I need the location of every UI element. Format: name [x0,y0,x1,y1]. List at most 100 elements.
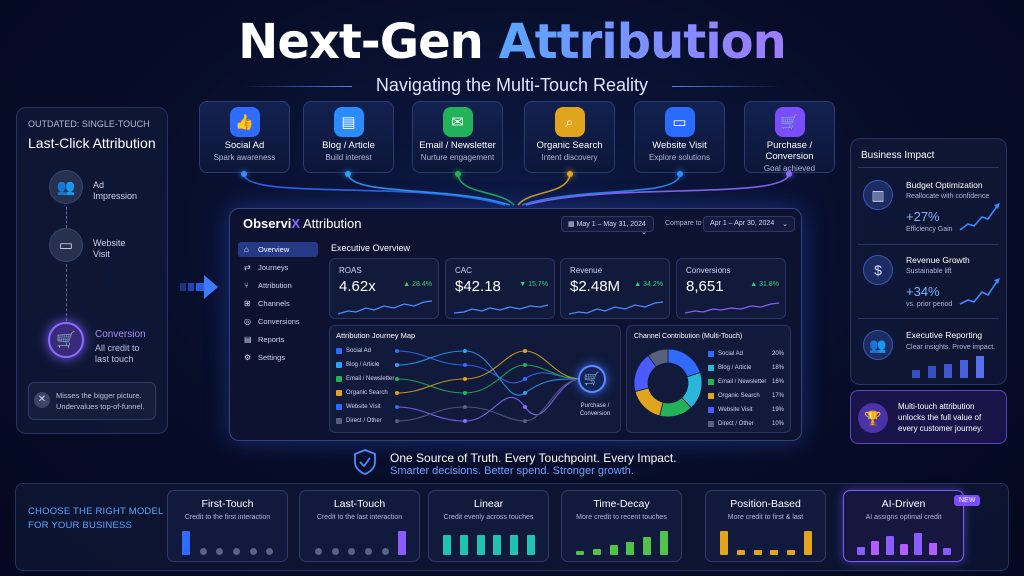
impact-sub: Reallocate with confidence [906,193,990,200]
touchpoint-name: Social Ad [224,140,265,151]
users-icon: 👥 [49,170,83,204]
divider [858,244,999,245]
journeys-icon: ⇄ [244,263,251,272]
touchpoint-name: Email / Newsletter [419,140,496,151]
legend-percent: 20% [771,351,784,357]
nav-label: Attribution [258,281,292,290]
warning-text: Misses the bigger picture. Undervalues t… [56,391,145,411]
touchpoint-organic-search[interactable]: ⌕ Organic Search Intent discovery [524,101,615,173]
touchpoint-sub: Intent discovery [541,153,598,162]
calendar-icon: ▦ [568,221,577,228]
chevron-down-icon: ⌄ [782,221,788,228]
step-connector [66,207,67,228]
date-range-select[interactable]: ▦ May 1 – May 31, 2024 ⌄ [561,216,654,236]
model-credit-bar [885,535,894,555]
model-credit-bar [626,541,635,555]
touchpoint-blog-article[interactable]: ▤ Blog / Article Build interest [303,101,394,173]
kpi-sparkline [569,301,663,315]
touchpoint-purchase-conversion[interactable]: 🛒 Purchase / Conversion Goal achieved [744,101,835,173]
model-card-ai-driven[interactable]: AI-Driven AI assigns optimal credit [843,490,964,562]
donut-slice-direct-other[interactable] [647,348,669,368]
model-card-first-touch[interactable]: First-Touch Credit to the first interacti… [167,490,288,562]
nav-label: Journeys [258,263,289,272]
model-credit-bar [659,531,668,555]
compare-range-select[interactable]: Apr 1 – Apr 30, 2024 ⌄ [703,216,795,232]
flow-dot [567,171,573,177]
kpi-card-conversions[interactable]: Conversions 8,651 ▲ 31.8% [676,258,786,319]
nav-channels[interactable]: ⊞ Channels [238,296,318,311]
nav-reports[interactable]: ▤ Reports [238,332,318,347]
model-credit-bar [914,533,923,555]
legend-item: Email / Newsletter 16% [708,378,784,386]
legend-item: Organic Search 17% [708,392,784,400]
nav-overview[interactable]: ⌂ Overview [238,242,318,257]
touchpoint-social-ad[interactable]: 👍 Social Ad Spark awareness [199,101,290,173]
nav-label: Settings [258,353,286,362]
attribution-icon: ⑂ [244,281,249,290]
model-desc: AI assigns optimal credit [865,514,942,521]
model-credit-bar [364,548,372,555]
model-desc: Credit to the first interaction [184,514,271,521]
kpi-value: 8,651 [686,278,724,295]
model-name: AI-Driven [881,498,926,510]
model-credit-bar [216,548,224,555]
kpi-card-revenue[interactable]: Revenue $2.48M ▲ 34.2% [560,258,670,319]
model-credit-bar [493,534,502,555]
model-credit-bar [942,547,951,555]
model-credit-bar [199,548,207,555]
kpi-sparkline [454,304,548,314]
nav-attribution[interactable]: ⑂ Attribution [238,278,318,293]
model-name: Position-Based [730,498,801,510]
journey-channel: Organic Search [336,389,388,397]
subtitle-divider-left [242,86,352,87]
touchpoint-website-visit[interactable]: ▭ Website Visit Explore solutions [634,101,725,173]
model-name: Time-Decay [593,498,650,510]
model-credit-bar [753,550,762,555]
legend-label: Organic Search [718,393,760,399]
legend-swatch [708,421,714,427]
donut-slice-organic-search[interactable] [634,387,664,417]
page-subtitle: Navigating the Multi-Touch Reality [375,75,649,95]
impact-title: Revenue Growth [906,255,970,265]
chevron-down-icon: ⌄ [641,229,647,236]
nav-journeys[interactable]: ⇄ Journeys [238,260,318,275]
impact-title: Budget Optimization [906,180,983,190]
kpi-card-roas[interactable]: ROAS 4.62x ▲ 28.4% [329,258,439,319]
kpi-delta: ▲ 31.8% [750,281,779,288]
nav-label: Conversions [258,317,300,326]
touchpoint-name: Purchase / Conversion [765,140,814,162]
model-card-last-touch[interactable]: Last-Touch Credit to the last interaction [299,490,420,562]
kpi-label: Revenue [570,266,603,275]
legend-swatch [708,365,714,371]
model-desc: More credit to first & last [727,514,804,521]
flow-dot [786,171,792,177]
nav-conversions[interactable]: ◎ Conversions [238,314,318,329]
model-card-linear[interactable]: Linear Credit evenly across touches [428,490,549,562]
kpi-card-cac[interactable]: CAC $42.18 ▼ 15.7% [445,258,555,319]
model-desc: Credit evenly across touches [443,514,534,521]
impact-note: vs. prior period [906,301,953,308]
journey-flow-diagram [395,349,582,423]
donut-slice-social-ad[interactable] [667,348,701,378]
touchpoint-sub: Goal achieved [763,164,816,173]
model-credit-bar [314,548,322,555]
nav-settings[interactable]: ⚙ Settings [238,350,318,365]
model-card-position-based[interactable]: Position-Based More credit to first & las… [705,490,826,562]
model-card-time-decay[interactable]: Time-Decay More credit to recent touches [561,490,682,562]
cart-icon: 🛒 [48,322,84,358]
model-credit-bar [643,537,651,555]
legend-label: Blog / Article [718,365,752,371]
channel-donut-chart [633,348,703,418]
panel-title: Last-Click Attribution [28,135,156,151]
model-credit-bar [397,531,406,555]
model-name: Linear [473,498,504,510]
kpi-delta: ▼ 15.7% [519,281,548,288]
divider [858,167,999,168]
conversion-desc: All credit to last touch [95,343,140,364]
model-credit-bar [510,534,518,555]
settings-icon: ⚙ [244,353,252,362]
kpi-label: CAC [455,266,472,275]
flow-dot [345,171,351,177]
touchpoint-email-newsletter[interactable]: ✉ Email / Newsletter Nurture engagement [412,101,503,173]
step-connector [66,264,67,321]
